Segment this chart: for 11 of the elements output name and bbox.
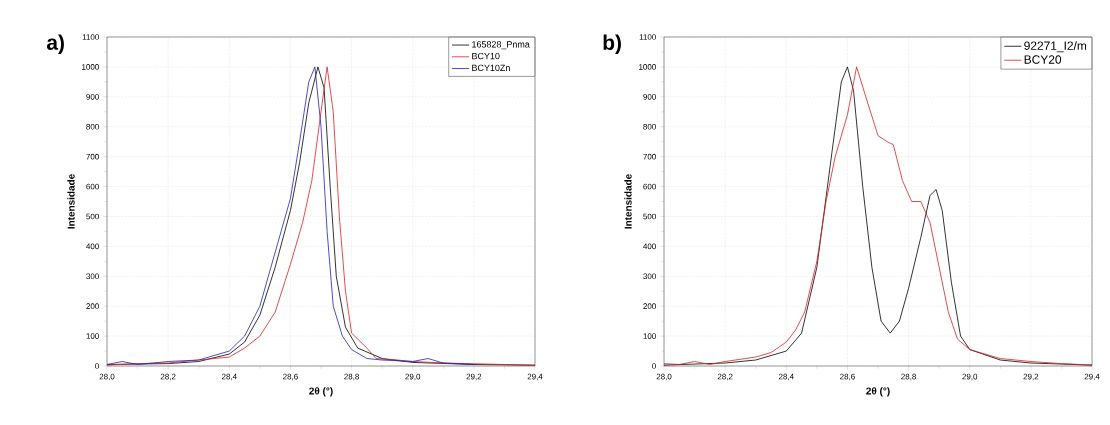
- x-axis-title: 2θ (°): [866, 387, 890, 397]
- chart-title: b): [603, 34, 621, 55]
- y-axis-title: Intensidade: [624, 174, 632, 229]
- chart-title: a): [46, 34, 64, 55]
- legend-label: 92271_I2/m: [1024, 41, 1087, 53]
- legend-label: BCY20: [1024, 55, 1062, 64]
- legend-label: 165828_Pnma: [472, 41, 530, 50]
- legend-label: BCY10: [472, 52, 500, 60]
- legend-label: BCY10Zn: [472, 64, 510, 72]
- x-axis-title: 2θ (°): [309, 387, 333, 397]
- y-axis-title: Intensidade: [67, 174, 75, 229]
